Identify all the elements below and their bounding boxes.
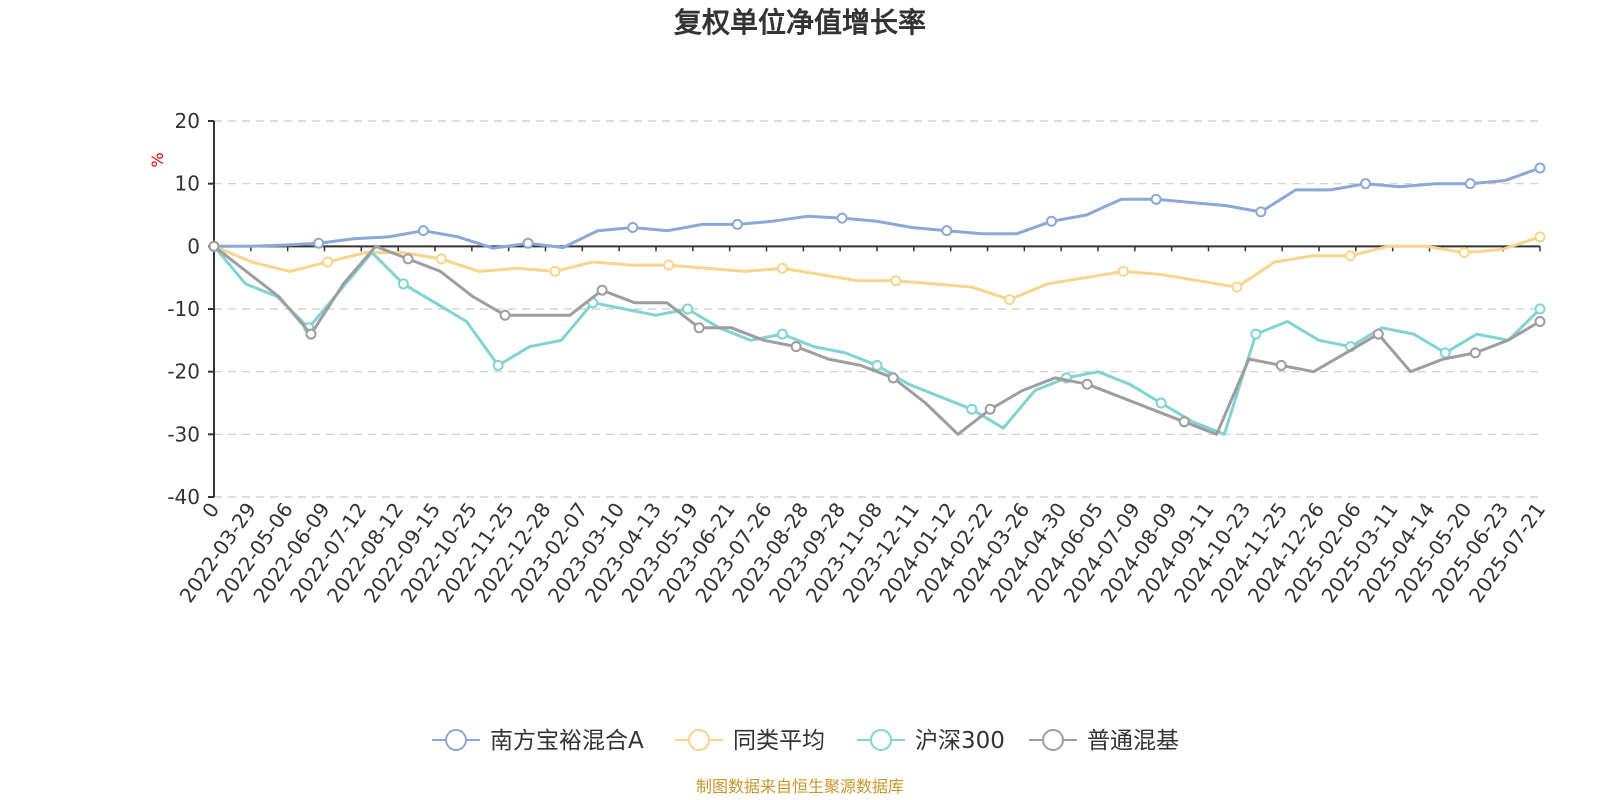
data-point: [1155, 397, 1167, 409]
legend-marker-icon: [1042, 729, 1064, 751]
data-point: [208, 240, 220, 252]
data-point: [663, 259, 675, 271]
source-note: 制图数据来自恒生聚源数据库: [696, 777, 904, 796]
y-tick-label: 10: [175, 172, 200, 196]
data-point: [871, 359, 883, 371]
gridlines: [214, 120, 1540, 498]
data-point: [1004, 294, 1016, 306]
data-point: [1439, 347, 1451, 359]
data-point: [522, 237, 534, 249]
y-tick-labels: 20 10 0 -10 -20 -30 -40: [167, 109, 200, 509]
legend-label: 沪深300: [915, 728, 1005, 754]
data-point: [1345, 250, 1357, 262]
data-point: [435, 253, 447, 265]
series-line-2: [212, 245, 1542, 436]
data-point: [417, 225, 429, 237]
x-tick-label: 0: [197, 498, 224, 522]
data-point: [322, 256, 334, 268]
series-lines: [208, 162, 1546, 436]
data-point: [887, 372, 899, 384]
legend-label: 南方宝裕混合A: [490, 728, 644, 754]
x-tick-labels: 02022-03-292022-05-062022-06-092022-07-1…: [175, 498, 1550, 607]
data-point: [305, 328, 317, 340]
legend-item-3[interactable]: 普通混基: [1029, 728, 1179, 754]
data-point: [1534, 316, 1546, 328]
data-point: [790, 341, 802, 353]
legend-item-2[interactable]: 沪深300: [857, 728, 1005, 754]
legend-item-0[interactable]: 南方宝裕混合A: [432, 728, 644, 754]
data-point: [1534, 231, 1546, 243]
data-point: [1534, 162, 1546, 174]
data-point: [313, 237, 325, 249]
data-point: [1372, 328, 1384, 340]
data-point: [1231, 281, 1243, 293]
data-point: [1458, 247, 1470, 259]
data-point: [776, 262, 788, 274]
y-tick-label: -20: [167, 360, 200, 384]
data-point: [492, 359, 504, 371]
y-tick-label: -30: [167, 422, 200, 446]
y-tick-label: 0: [187, 234, 200, 258]
data-point: [1469, 347, 1481, 359]
data-point: [397, 278, 409, 290]
chart-title: 复权单位净值增长率: [674, 6, 926, 39]
data-point: [499, 309, 511, 321]
data-point: [966, 403, 978, 415]
series-line-0: [214, 166, 1541, 250]
data-point: [1534, 303, 1546, 315]
data-point: [1255, 206, 1267, 218]
data-point: [1360, 178, 1372, 190]
legend-marker-icon: [870, 729, 892, 751]
legend-label: 普通混基: [1087, 728, 1179, 754]
legend-marker-icon: [445, 729, 467, 751]
data-point: [1081, 378, 1093, 390]
series-line-1: [213, 235, 1541, 302]
data-point: [402, 253, 414, 265]
data-point: [1117, 265, 1129, 277]
data-point: [1178, 416, 1190, 428]
data-point: [596, 284, 608, 296]
data-point: [693, 322, 705, 334]
data-point: [627, 222, 639, 234]
legend[interactable]: 南方宝裕混合A 同类平均 沪深300 普通混基: [432, 728, 1179, 754]
data-point: [984, 403, 996, 415]
series-line-3: [213, 244, 1541, 436]
data-point: [731, 218, 743, 230]
data-point: [1045, 215, 1057, 227]
data-point: [890, 275, 902, 287]
y-tick-label: -10: [167, 297, 200, 321]
axes: [208, 120, 1541, 498]
y-axis-unit: %: [148, 152, 167, 167]
data-point: [1275, 359, 1287, 371]
data-point: [549, 265, 561, 277]
data-point: [682, 303, 694, 315]
legend-item-1[interactable]: 同类平均: [675, 728, 825, 754]
data-point: [776, 328, 788, 340]
data-point: [941, 225, 953, 237]
legend-label: 同类平均: [733, 728, 825, 754]
data-point: [1150, 193, 1162, 205]
y-tick-label: 20: [175, 109, 200, 133]
legend-marker-icon: [688, 729, 710, 751]
data-point: [1464, 178, 1476, 190]
data-point: [1250, 328, 1262, 340]
data-point: [836, 212, 848, 224]
y-tick-label: -40: [167, 485, 200, 509]
